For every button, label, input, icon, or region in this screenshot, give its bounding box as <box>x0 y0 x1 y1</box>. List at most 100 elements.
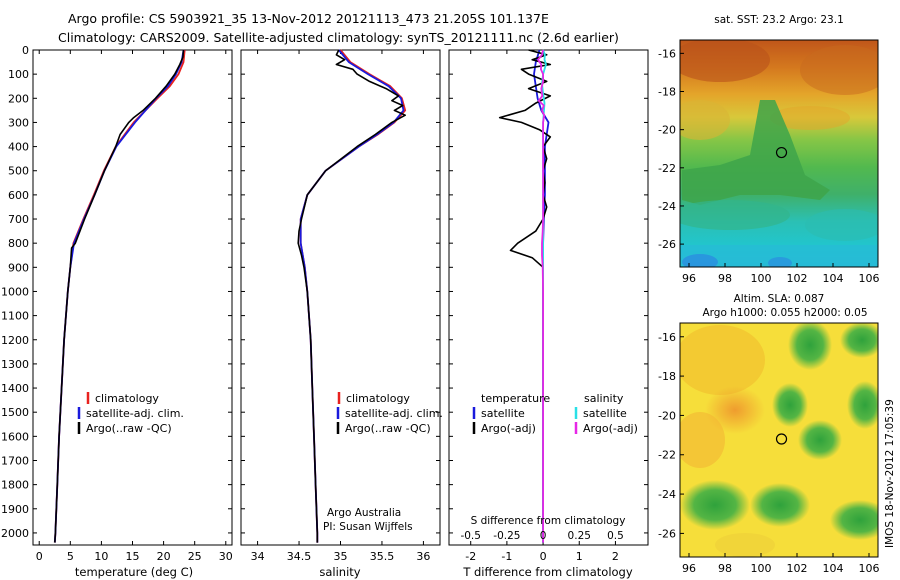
diff-s-tick-label: 0.25 <box>568 530 591 542</box>
sla-map-image <box>680 323 878 557</box>
map-ytick-label: -16 <box>658 47 676 60</box>
difference-panel: -2 -1 0 1 2 T difference from climatology S … <box>448 49 649 579</box>
salinity-annotation-2: PI: Susan Wijffels <box>323 521 413 533</box>
sst-map-image <box>680 40 878 267</box>
map-xtick-label: 100 <box>751 272 772 285</box>
map-xtick-label: 104 <box>823 272 844 285</box>
map-ytick-label: -16 <box>658 331 676 344</box>
sal-legend-argo: Argo(..raw -QC) <box>345 422 431 435</box>
depth-tick-label: 500 <box>8 165 29 178</box>
temp-legend-sat: satellite-adj. clim. <box>86 407 184 420</box>
diff-legend-title-temperature: temperature <box>481 392 550 405</box>
temp-xtick-label: 10 <box>94 550 108 563</box>
map-ytick-label: -20 <box>658 124 676 137</box>
map-ytick-label: -22 <box>658 162 676 175</box>
sal-series-satellite-line <box>299 49 405 543</box>
temp-xtick-label: 15 <box>126 550 140 563</box>
sal-xtick-label: 34.5 <box>287 550 312 563</box>
sst-map-frame <box>679 39 879 268</box>
depth-tick-label: 900 <box>8 261 29 274</box>
temp-series-argo-line <box>54 49 185 543</box>
map-xtick-label: 104 <box>823 562 844 575</box>
temperature-xlabel: temperature (deg C) <box>75 565 193 579</box>
sst-map-panel: sat. SST: 23.2 Argo: 23.1 96 98 100 102 104 1… <box>658 14 880 285</box>
salinity-annotation-1: Argo Australia <box>327 507 401 519</box>
map-xtick-label: 106 <box>859 562 880 575</box>
difference-legend: temperature salinity satellite Argo(-adj… <box>472 392 638 435</box>
map-ytick-label: -20 <box>658 409 676 422</box>
temp-xtick-label: 25 <box>188 550 202 563</box>
depth-tick-label: 1900 <box>1 503 29 516</box>
salinity-xlabel: salinity <box>319 565 360 579</box>
sal-series-argo-line <box>297 49 407 543</box>
temp-series-climatology-line <box>53 49 186 543</box>
diff-s-tick-label: 0.5 <box>607 530 624 542</box>
diff-xtick-label: 0 <box>540 550 547 563</box>
diff-s-tick-label: -0.25 <box>493 530 520 542</box>
diff-xtick-label: -2 <box>465 550 476 563</box>
map-xtick-label: 106 <box>859 272 880 285</box>
depth-tick-label: 600 <box>8 189 29 202</box>
map-ytick-label: -18 <box>658 370 676 383</box>
temp-legend-clim: climatology <box>95 392 159 405</box>
depth-tick-label: 1500 <box>1 406 29 419</box>
diff-series-sal_argo-line <box>537 49 546 543</box>
map-ytick-label: -26 <box>658 238 676 251</box>
map-xtick-label: 96 <box>682 562 696 575</box>
diff-xtick-label: 1 <box>576 550 583 563</box>
diff-legend-t-sat: satellite <box>481 407 525 420</box>
difference-xlabel: T difference from climatology <box>462 565 633 579</box>
depth-tick-label: 100 <box>8 68 29 81</box>
difference-frame <box>448 49 649 546</box>
map-xtick-label: 98 <box>718 562 732 575</box>
sla-map-title-2: Argo h1000: 0.055 h2000: 0.05 <box>702 307 867 319</box>
sal-legend-sat: satellite-adj. clim. <box>345 407 443 420</box>
diff-s-tick-label: -0.5 <box>460 530 481 542</box>
map-ytick-label: -22 <box>658 449 676 462</box>
salinity-panel: 34 34.5 35 35.5 36 salinity climatology sate… <box>240 49 443 579</box>
temp-xtick-label: 20 <box>157 550 171 563</box>
map-xtick-label: 100 <box>751 562 772 575</box>
map-xtick-label: 102 <box>787 272 808 285</box>
sst-argo-location-marker <box>775 146 788 159</box>
depth-tick-label: 1600 <box>1 430 29 443</box>
depth-tick-label: 1400 <box>1 382 29 395</box>
map-xtick-label: 98 <box>718 272 732 285</box>
diff-xtick-label: -1 <box>501 550 512 563</box>
temperature-series-group <box>53 49 186 543</box>
difference-series-group <box>498 49 552 543</box>
diff-legend-s-argo: Argo(-adj) <box>583 422 638 435</box>
depth-tick-label: 1700 <box>1 454 29 467</box>
map-ytick-label: -26 <box>658 527 676 540</box>
temperature-legend: climatology satellite-adj. clim. Argo(..… <box>77 392 184 435</box>
sal-xtick-label: 35 <box>334 550 348 563</box>
depth-tick-label: 0 <box>22 44 29 57</box>
depth-tick-label: 300 <box>8 116 29 129</box>
diff-legend-s-sat: satellite <box>583 407 627 420</box>
salinity-series-group <box>297 49 407 543</box>
depth-tick-label: 700 <box>8 213 29 226</box>
header-line-2: Climatology: CARS2009. Satellite-adjuste… <box>58 30 619 45</box>
depth-tick-label: 800 <box>8 237 29 250</box>
diff-legend-title-salinity: salinity <box>584 392 624 405</box>
sal-xtick-label: 35.5 <box>370 550 395 563</box>
header-line-1: Argo profile: CS 5903921_35 13-Nov-2012 … <box>68 11 549 26</box>
map-ytick-label: -18 <box>658 86 676 99</box>
temperature-panel: 0 5 10 15 20 25 300100200300400500600700800900… <box>1 44 233 579</box>
temp-xtick-label: 30 <box>219 550 233 563</box>
diff-series-satellite-line <box>533 49 550 543</box>
map-xtick-label: 102 <box>787 562 808 575</box>
temp-xtick-label: 0 <box>36 550 43 563</box>
depth-tick-label: 200 <box>8 92 29 105</box>
salinity-frame <box>240 49 441 546</box>
map-ytick-label: -24 <box>658 200 676 213</box>
sst-map-title: sat. SST: 23.2 Argo: 23.1 <box>714 14 844 26</box>
diff-series-argo-line <box>498 49 552 543</box>
sla-map-frame <box>679 322 879 558</box>
sal-xtick-label: 34 <box>251 550 265 563</box>
sla-map-panel: Altim. SLA: 0.087 Argo h1000: 0.055 h200… <box>658 293 880 575</box>
temp-legend-argo: Argo(..raw -QC) <box>86 422 172 435</box>
temp-xtick-label: 5 <box>67 550 74 563</box>
map-ytick-label: -24 <box>658 488 676 501</box>
